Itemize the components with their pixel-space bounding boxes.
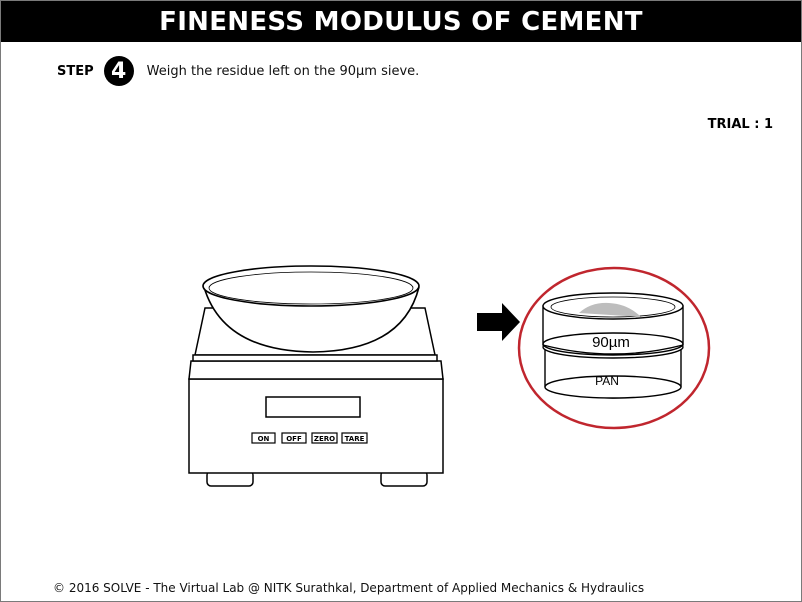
pan-label: PAN xyxy=(595,374,619,388)
page-title: FINENESS MODULUS OF CEMENT xyxy=(159,6,643,37)
step-number-badge: 4 xyxy=(103,56,134,86)
off-button[interactable] xyxy=(281,432,307,444)
footer-copyright: © 2016 SOLVE - The Virtual Lab @ NITK Su… xyxy=(53,581,645,595)
tare-button-label: TARE xyxy=(345,435,365,443)
zero-button[interactable] xyxy=(311,432,338,444)
step-text: Weigh the residue left on the 90µm sieve… xyxy=(146,63,420,79)
balance-trim xyxy=(188,360,444,380)
title-bar: FINENESS MODULUS OF CEMENT xyxy=(1,1,801,42)
highlight-circle xyxy=(517,266,711,430)
on-button-label: ON xyxy=(258,435,270,443)
balance-body xyxy=(188,378,444,474)
right-arrow-icon xyxy=(477,303,520,341)
balance-buttons: ON OFF ZERO TARE xyxy=(251,432,368,444)
on-button[interactable] xyxy=(251,432,276,444)
zero-button-label: ZERO xyxy=(314,435,335,443)
weighing-dish xyxy=(202,265,420,353)
balance-platform-edge xyxy=(192,354,438,362)
step-label: STEP xyxy=(57,63,94,79)
step-instruction: STEP 4 Weigh the residue left on the 90µ… xyxy=(57,56,419,86)
cement-residue xyxy=(579,302,641,317)
tare-button[interactable] xyxy=(341,432,368,444)
sieve-and-pan[interactable]: 90µm PAN xyxy=(517,266,711,430)
sieve-label: 90µm xyxy=(592,334,630,351)
off-button-label: OFF xyxy=(286,435,302,443)
trial-indicator: TRIAL : 1 xyxy=(707,117,773,132)
balance-display xyxy=(265,396,361,418)
